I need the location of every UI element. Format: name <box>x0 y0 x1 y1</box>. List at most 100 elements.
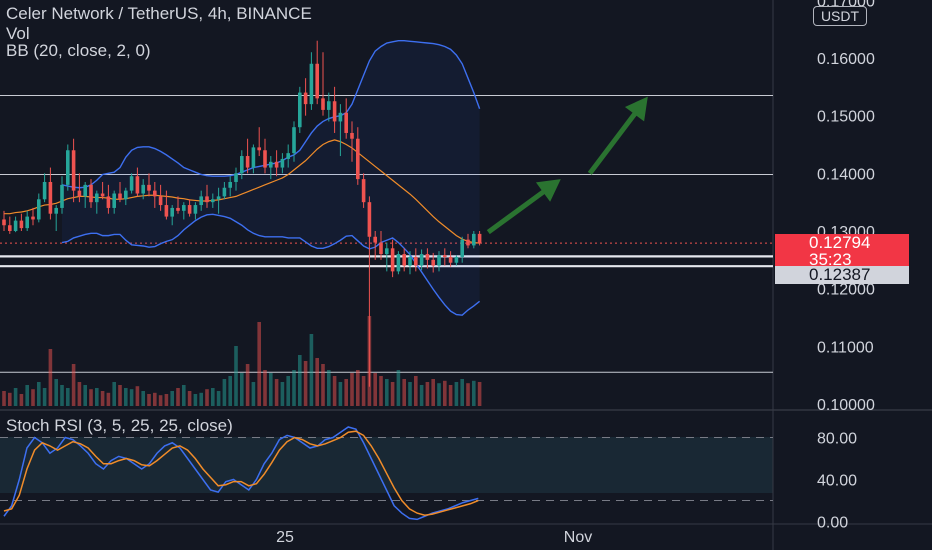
volume-bar <box>228 376 232 406</box>
volume-bar <box>176 388 180 406</box>
volume-bar <box>89 389 93 406</box>
volume-bar <box>396 370 401 406</box>
candle-body <box>234 173 238 182</box>
volume-bar <box>286 376 290 406</box>
volume-bars <box>2 316 482 406</box>
candle-body <box>100 193 105 197</box>
candle-body <box>309 63 314 105</box>
candle-body <box>408 256 412 266</box>
candle-body <box>95 193 99 203</box>
bollinger-indicator-label: BB (20, close, 2, 0) <box>6 41 151 60</box>
candle-body <box>477 233 482 244</box>
volume-bar <box>472 380 476 406</box>
volume-bar <box>298 355 302 406</box>
candle-body <box>425 254 430 260</box>
volume-bar <box>315 358 319 406</box>
candle-countdown: 35:23 <box>809 250 852 269</box>
volume-bar <box>361 376 366 406</box>
candle-body <box>176 207 180 211</box>
volume-bar <box>448 385 453 406</box>
candle-body <box>332 101 337 122</box>
candle-body <box>321 98 325 110</box>
candle-body <box>280 158 285 168</box>
candle-body <box>361 179 366 203</box>
candle-body <box>216 196 221 200</box>
price-tick-label: 0.12000 <box>817 282 875 299</box>
volume-bar <box>153 392 157 406</box>
volume-bar <box>385 379 389 406</box>
volume-bar <box>71 364 76 406</box>
time-tick-label: 25 <box>276 529 294 546</box>
candle-body <box>379 242 383 255</box>
candle-body <box>77 190 82 197</box>
candle-body <box>466 239 470 246</box>
candle-body <box>158 196 163 206</box>
volume-bar <box>303 361 308 406</box>
candle-body <box>89 184 93 203</box>
volume-bar <box>19 394 24 406</box>
last-price-tag: 0.12794 35:23 <box>775 234 909 268</box>
volume-bar <box>356 370 360 406</box>
candle-body <box>13 220 18 231</box>
price-tick-label: 0.11000 <box>817 339 874 356</box>
rsi-band-fill <box>0 437 773 493</box>
candle-body <box>153 190 157 197</box>
volume-bar <box>112 382 116 406</box>
candle-body <box>25 216 29 229</box>
volume-bar <box>199 392 203 406</box>
candle-body <box>118 193 122 200</box>
volume-bar <box>37 382 41 406</box>
volume-bar <box>216 391 221 406</box>
volume-bar <box>477 382 482 406</box>
volume-bar <box>42 388 47 406</box>
candle-body <box>263 150 267 168</box>
candle-body <box>129 176 134 191</box>
candle-body <box>42 181 47 200</box>
candle-body <box>269 161 273 168</box>
volume-bar <box>193 394 198 406</box>
candle-body <box>135 176 140 194</box>
volume-bar <box>8 392 12 406</box>
candle-body <box>48 181 53 214</box>
volume-bar <box>269 373 273 406</box>
candle-body <box>437 255 441 266</box>
candle-body <box>356 138 360 180</box>
volume-bar <box>460 379 464 406</box>
volume-indicator-label: Vol <box>6 24 30 43</box>
volume-bar <box>187 391 192 406</box>
candle-body <box>147 184 151 191</box>
volume-bar <box>182 385 186 406</box>
volume-bar <box>124 388 128 406</box>
volume-bar <box>170 391 174 406</box>
volume-bar <box>408 382 412 406</box>
volume-bar <box>54 379 58 406</box>
volume-bar <box>379 376 383 406</box>
volume-bar <box>222 379 227 406</box>
candle-body <box>315 63 319 99</box>
candle-body <box>240 156 244 174</box>
volume-bar <box>425 382 430 406</box>
volume-bar <box>419 385 424 406</box>
candle-body <box>37 199 41 220</box>
candle-body <box>460 239 464 257</box>
time-tick-label: Nov <box>564 529 592 546</box>
candle-body <box>448 256 453 263</box>
volume-bar <box>344 379 348 406</box>
volume-bar <box>321 364 325 406</box>
volume-bar <box>454 382 459 406</box>
volume-bar <box>13 388 18 406</box>
currency-badge[interactable]: USDT <box>813 6 867 26</box>
candle-body <box>31 216 35 220</box>
candle-body <box>443 255 447 257</box>
candle-body <box>66 150 70 185</box>
volume-bar <box>141 391 145 406</box>
volume-bar <box>31 389 35 406</box>
rsi-tick-label: 40.00 <box>817 473 857 490</box>
candle-body <box>303 92 308 105</box>
candle-body <box>164 205 169 217</box>
bb-basis-line <box>4 139 480 244</box>
volume-bar <box>158 395 163 406</box>
candle-body <box>454 256 459 263</box>
candle-body <box>106 196 111 208</box>
